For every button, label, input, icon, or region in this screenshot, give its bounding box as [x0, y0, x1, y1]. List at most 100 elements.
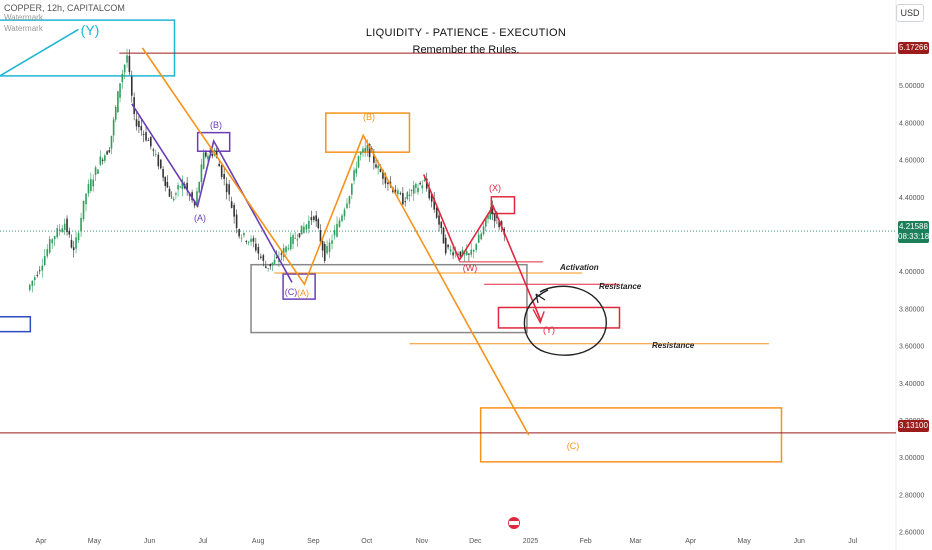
y-tick-label: 2.60000 [899, 530, 924, 537]
candle-body [410, 189, 413, 192]
candle-body [112, 119, 115, 136]
candle-body [357, 156, 360, 168]
candle-body [223, 173, 225, 179]
x-tick-label: 2025 [523, 538, 539, 545]
x-tick-label: Apr [36, 538, 48, 545]
low-price-tag: 3.13100 [898, 420, 929, 432]
candle-body [157, 154, 160, 167]
candle-body [423, 179, 426, 181]
y-tick-label: 3.00000 [899, 455, 924, 462]
candle-body [305, 224, 308, 230]
candle-body [457, 254, 459, 256]
candle-body [359, 152, 362, 155]
candle-body [255, 243, 257, 251]
candle-body [101, 159, 104, 161]
candle-body [207, 155, 209, 160]
candle-body [294, 237, 296, 239]
candle-body [128, 55, 131, 73]
wave-label-purple: (B) [210, 120, 222, 130]
x-tick-label: Dec [469, 538, 482, 545]
candle-body [489, 212, 492, 220]
annotation-label: Resistance [652, 341, 695, 350]
candle-body [317, 219, 320, 229]
candle-body [493, 214, 496, 222]
current-price-value: 4.21588 [899, 222, 928, 231]
candle-body [97, 169, 99, 174]
candle-body [402, 193, 404, 205]
candle-body [430, 193, 433, 202]
candle-body [218, 163, 220, 167]
zone-box-red [490, 196, 516, 215]
candle-body [491, 207, 494, 214]
candle-body [461, 249, 464, 256]
candle-body [85, 193, 87, 205]
x-tick-label: Jul [199, 538, 208, 545]
candle-body [252, 238, 255, 242]
candle-body [408, 194, 411, 196]
candle-body [368, 143, 371, 158]
x-tick-label: Feb [580, 538, 592, 545]
zone-box-gray [250, 263, 528, 334]
annotation-label: Activation [559, 263, 599, 272]
candle-body [452, 252, 454, 256]
candle-body [80, 217, 82, 232]
candle-body [186, 182, 188, 191]
candle-body [379, 169, 382, 172]
candle-body [415, 183, 417, 188]
candle-body [260, 256, 262, 258]
candle-body [313, 216, 315, 220]
candle-body [209, 151, 211, 153]
candle-body [235, 214, 238, 229]
candle-body [114, 106, 117, 120]
y-tick-label: 2.80000 [899, 492, 924, 499]
candle-body [303, 226, 305, 233]
arrow-head [532, 309, 545, 325]
x-tick-label: Aug [252, 538, 265, 545]
x-tick-label: Oct [361, 538, 372, 545]
candle-body [326, 245, 328, 254]
candle-body [43, 256, 46, 266]
candle-body [31, 280, 34, 286]
currency-button[interactable]: USD [896, 4, 924, 22]
candle-body [472, 249, 475, 252]
wave-label-orange: (B) [363, 112, 375, 122]
candle-body [138, 120, 140, 128]
annotation-label: Resistance [599, 282, 642, 291]
candle-body [444, 237, 447, 254]
wave-label-cyan: (Y) [81, 22, 100, 38]
candle-body [406, 192, 409, 199]
candle-body [300, 225, 303, 235]
x-tick-label: May [737, 538, 751, 545]
candle-body [181, 179, 184, 190]
candle-body [498, 221, 500, 228]
wave-label-red: (W) [463, 263, 478, 273]
candle-body [230, 201, 233, 208]
news-emblem-stripe [509, 521, 519, 525]
candle-body [282, 247, 285, 257]
candle-body [164, 176, 167, 186]
candle-body [119, 83, 121, 98]
candle-body [87, 184, 90, 194]
candle-body [500, 221, 503, 227]
candle-body [198, 182, 200, 193]
candle-body [220, 165, 223, 178]
candle-body [353, 170, 355, 181]
candle-body [377, 165, 379, 169]
candle-body [179, 186, 181, 188]
y-tick-label: 4.80000 [899, 120, 924, 127]
y-tick-label: 4.40000 [899, 195, 924, 202]
candle-body [308, 220, 310, 229]
y-tick-label: 3.40000 [899, 381, 924, 388]
candle-body [90, 179, 92, 191]
wave-label-orange: (A) [297, 288, 309, 298]
candle-body [247, 241, 250, 243]
x-tick-label: Jul [848, 538, 857, 545]
candle-body [428, 187, 431, 199]
candle-body [130, 76, 133, 96]
candle-body [48, 239, 51, 253]
candle-body [273, 259, 276, 264]
wave-path-red [422, 174, 542, 322]
candle-body [33, 277, 36, 281]
candle-body [289, 236, 292, 250]
